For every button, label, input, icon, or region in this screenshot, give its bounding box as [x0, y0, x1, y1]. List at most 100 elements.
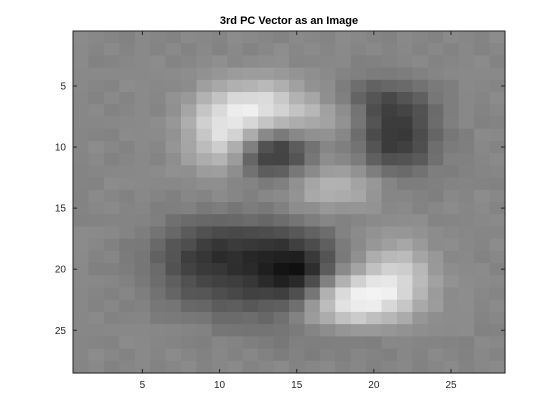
heatmap-cell	[319, 348, 336, 362]
heatmap-cell	[119, 153, 136, 166]
heatmap-cell	[134, 104, 151, 118]
heatmap-cell	[319, 214, 336, 228]
heatmap-cell	[474, 214, 491, 228]
heatmap-cell	[273, 31, 290, 44]
heatmap-cell	[196, 67, 213, 81]
heatmap-cell	[258, 92, 275, 105]
heatmap-cell	[366, 92, 383, 105]
heatmap-cell	[366, 348, 383, 362]
heatmap-cell	[304, 336, 321, 350]
heatmap-cell	[335, 348, 352, 362]
heatmap-cell	[88, 31, 105, 44]
plot-frame	[72, 30, 506, 374]
heatmap-cell	[458, 299, 475, 313]
heatmap-cell	[489, 116, 506, 130]
heatmap-cell	[119, 116, 136, 130]
heatmap-cell	[289, 275, 306, 289]
heatmap-cell	[134, 360, 151, 374]
heatmap-cell	[103, 116, 120, 130]
heatmap-cell	[88, 360, 105, 374]
heatmap-cell	[273, 226, 290, 240]
heatmap-cell	[73, 299, 90, 313]
heatmap-cell	[258, 177, 275, 191]
heatmap-cell	[412, 299, 429, 313]
heatmap-cell	[458, 55, 475, 69]
heatmap-cell	[289, 299, 306, 313]
heatmap-cell	[335, 189, 352, 203]
heatmap-cell	[103, 299, 120, 313]
heatmap-cell	[211, 360, 228, 374]
heatmap-cell	[196, 336, 213, 350]
heatmap-cell	[427, 67, 444, 81]
heatmap-cell	[412, 275, 429, 289]
heatmap-cell	[412, 92, 429, 105]
heatmap-cell	[427, 189, 444, 203]
heatmap-cell	[381, 263, 398, 276]
heatmap-cell	[73, 250, 90, 264]
heatmap-cell	[181, 140, 198, 154]
heatmap-cell	[335, 250, 352, 264]
heatmap-cell	[196, 226, 213, 240]
heatmap-cell	[88, 153, 105, 166]
heatmap-cell	[412, 31, 429, 44]
heatmap-cell	[427, 311, 444, 325]
heatmap-cell	[443, 128, 460, 142]
heatmap-cell	[119, 202, 136, 215]
heatmap-cell	[397, 348, 414, 362]
heatmap-cell	[366, 275, 383, 289]
heatmap-cell	[350, 275, 367, 289]
heatmap-cell	[165, 299, 182, 313]
heatmap-cell	[474, 104, 491, 118]
heatmap-cell	[165, 263, 182, 276]
heatmap-cell	[458, 189, 475, 203]
heatmap-cell	[165, 31, 182, 44]
heatmap-cell	[366, 311, 383, 325]
heatmap-cell	[258, 324, 275, 337]
heatmap-cell	[443, 202, 460, 215]
heatmap-cell	[397, 140, 414, 154]
heatmap-cell	[443, 55, 460, 69]
heatmap-cell	[119, 214, 136, 228]
heatmap-cell	[381, 92, 398, 105]
heatmap-cell	[366, 299, 383, 313]
heatmap-cell	[319, 299, 336, 313]
heatmap-cell	[211, 153, 228, 166]
heatmap-cell	[350, 324, 367, 337]
heatmap-cell	[366, 153, 383, 166]
heatmap-cell	[304, 189, 321, 203]
heatmap-cell	[88, 275, 105, 289]
heatmap-cell	[489, 275, 506, 289]
heatmap-cell	[73, 177, 90, 191]
heatmap-cell	[211, 116, 228, 130]
heatmap-cell	[211, 250, 228, 264]
heatmap-cell	[119, 43, 136, 57]
heatmap-cell	[474, 31, 491, 44]
heatmap-cell	[134, 92, 151, 105]
heatmap-cell	[119, 189, 136, 203]
heatmap-cell	[258, 43, 275, 57]
heatmap-cell	[289, 128, 306, 142]
heatmap-cell	[289, 67, 306, 81]
heatmap-cell	[273, 250, 290, 264]
heatmap-cell	[103, 140, 120, 154]
heatmap-cell	[304, 202, 321, 215]
heatmap-cell	[73, 202, 90, 215]
heatmap-cell	[366, 165, 383, 179]
heatmap-cell	[474, 128, 491, 142]
heatmap-cell	[474, 311, 491, 325]
heatmap-cell	[304, 238, 321, 252]
heatmap-cell	[165, 324, 182, 337]
heatmap-cell	[366, 202, 383, 215]
heatmap-cell	[474, 299, 491, 313]
heatmap-cell	[474, 67, 491, 81]
heatmap-cell	[258, 311, 275, 325]
heatmap-cell	[181, 79, 198, 93]
heatmap-cell	[181, 55, 198, 69]
heatmap-cell	[474, 348, 491, 362]
heatmap-cell	[350, 238, 367, 252]
heatmap-cell	[134, 189, 151, 203]
heatmap-cell	[258, 275, 275, 289]
heatmap-cell	[443, 43, 460, 57]
heatmap-cell	[443, 360, 460, 374]
heatmap-cell	[350, 153, 367, 166]
